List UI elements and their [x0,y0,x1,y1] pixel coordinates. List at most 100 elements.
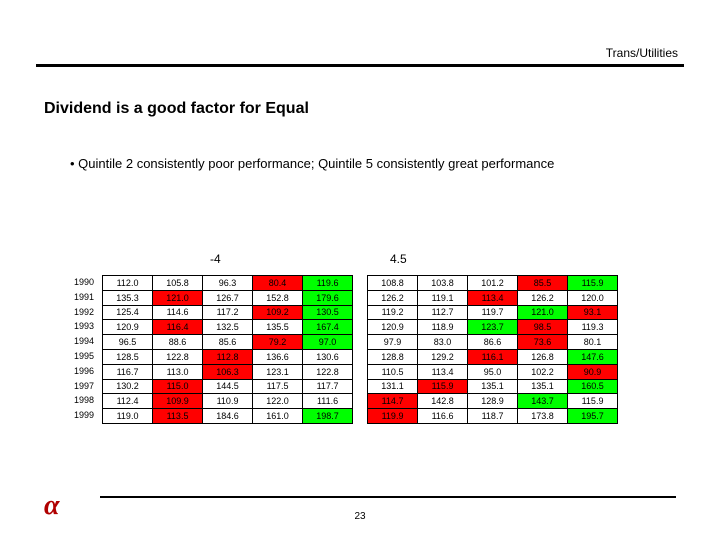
table-cell: 119.2 [368,305,418,320]
right-table-block: 108.8103.8101.285.5115.9126.2119.1113.41… [367,275,618,424]
table-cell: 83.0 [418,335,468,350]
table-cell: 112.0 [103,276,153,291]
table-cell: 120.9 [368,320,418,335]
table-cell: 109.9 [153,394,203,409]
footer-rule [100,496,676,498]
left-table-block: 1990199119921993199419951996199719981999… [74,275,353,424]
table-cell: 103.8 [418,276,468,291]
table-row: 135.3121.0126.7152.8179.6 [103,290,353,305]
table-row: 120.9118.9123.798.5119.3 [368,320,618,335]
table-cell: 179.6 [303,290,353,305]
table-row: 112.4109.9110.9122.0111.6 [103,394,353,409]
table-cell: 115.9 [418,379,468,394]
table-cell: 115.9 [568,394,618,409]
table-cell: 97.0 [303,335,353,350]
year-label: 1999 [74,408,98,423]
table-cell: 122.8 [303,364,353,379]
table-cell: 121.0 [518,305,568,320]
table-cell: 128.8 [368,349,418,364]
table-cell: 130.6 [303,349,353,364]
table-cell: 112.4 [103,394,153,409]
table-cell: 116.7 [103,364,153,379]
table-cell: 120.0 [568,290,618,305]
table-row: 128.8129.2116.1126.8147.6 [368,349,618,364]
table-cell: 115.9 [568,276,618,291]
table-cell: 167.4 [303,320,353,335]
table-cell: 129.2 [418,349,468,364]
table-row: 119.2112.7119.7121.093.1 [368,305,618,320]
table-cell: 79.2 [253,335,303,350]
table-cell: 135.1 [468,379,518,394]
table-cell: 113.4 [418,364,468,379]
summary-right-value: 4.5 [390,252,407,266]
table-cell: 88.6 [153,335,203,350]
left-quintile-table: 112.0105.896.380.4119.6135.3121.0126.715… [102,275,353,424]
table-cell: 113.0 [153,364,203,379]
table-cell: 112.8 [203,349,253,364]
table-cell: 128.5 [103,349,153,364]
years-column: 1990199119921993199419951996199719981999 [74,275,98,424]
year-label: 1997 [74,379,98,394]
table-cell: 118.9 [418,320,468,335]
year-label: 1998 [74,393,98,408]
table-cell: 110.9 [203,394,253,409]
table-cell: 96.3 [203,276,253,291]
table-cell: 119.0 [103,409,153,424]
table-cell: 93.1 [568,305,618,320]
table-cell: 120.9 [103,320,153,335]
table-cell: 126.7 [203,290,253,305]
table-cell: 184.6 [203,409,253,424]
table-cell: 73.6 [518,335,568,350]
table-cell: 135.1 [518,379,568,394]
table-cell: 144.5 [203,379,253,394]
table-row: 126.2119.1113.4126.2120.0 [368,290,618,305]
table-cell: 117.5 [253,379,303,394]
page-number: 23 [0,511,720,522]
table-cell: 118.7 [468,409,518,424]
table-cell: 121.0 [153,290,203,305]
table-cell: 116.1 [468,349,518,364]
table-cell: 152.8 [253,290,303,305]
table-cell: 85.6 [203,335,253,350]
table-cell: 106.3 [203,364,253,379]
table-cell: 113.5 [153,409,203,424]
table-row: 131.1115.9135.1135.1160.5 [368,379,618,394]
bullet-text: Quintile 2 consistently poor performance… [70,155,660,173]
table-cell: 135.5 [253,320,303,335]
year-label: 1992 [74,305,98,320]
table-cell: 111.6 [303,394,353,409]
table-row: 108.8103.8101.285.5115.9 [368,276,618,291]
tables-wrapper: 1990199119921993199419951996199719981999… [74,275,618,424]
table-cell: 117.2 [203,305,253,320]
table-cell: 126.2 [368,290,418,305]
table-cell: 143.7 [518,394,568,409]
table-cell: 126.2 [518,290,568,305]
table-cell: 125.4 [103,305,153,320]
table-cell: 135.3 [103,290,153,305]
table-cell: 109.2 [253,305,303,320]
year-label: 1991 [74,290,98,305]
table-cell: 108.8 [368,276,418,291]
table-row: 97.983.086.673.680.1 [368,335,618,350]
table-cell: 115.0 [153,379,203,394]
table-cell: 110.5 [368,364,418,379]
table-cell: 128.9 [468,394,518,409]
table-cell: 112.7 [418,305,468,320]
year-label: 1990 [74,275,98,290]
table-cell: 80.4 [253,276,303,291]
table-cell: 136.6 [253,349,303,364]
table-cell: 80.1 [568,335,618,350]
table-cell: 122.8 [153,349,203,364]
table-cell: 105.8 [153,276,203,291]
table-cell: 173.8 [518,409,568,424]
table-cell: 97.9 [368,335,418,350]
table-cell: 101.2 [468,276,518,291]
table-cell: 98.5 [518,320,568,335]
table-row: 114.7142.8128.9143.7115.9 [368,394,618,409]
table-cell: 123.1 [253,364,303,379]
year-label: 1994 [74,334,98,349]
table-cell: 96.5 [103,335,153,350]
table-cell: 119.1 [418,290,468,305]
table-cell: 130.2 [103,379,153,394]
table-cell: 86.6 [468,335,518,350]
